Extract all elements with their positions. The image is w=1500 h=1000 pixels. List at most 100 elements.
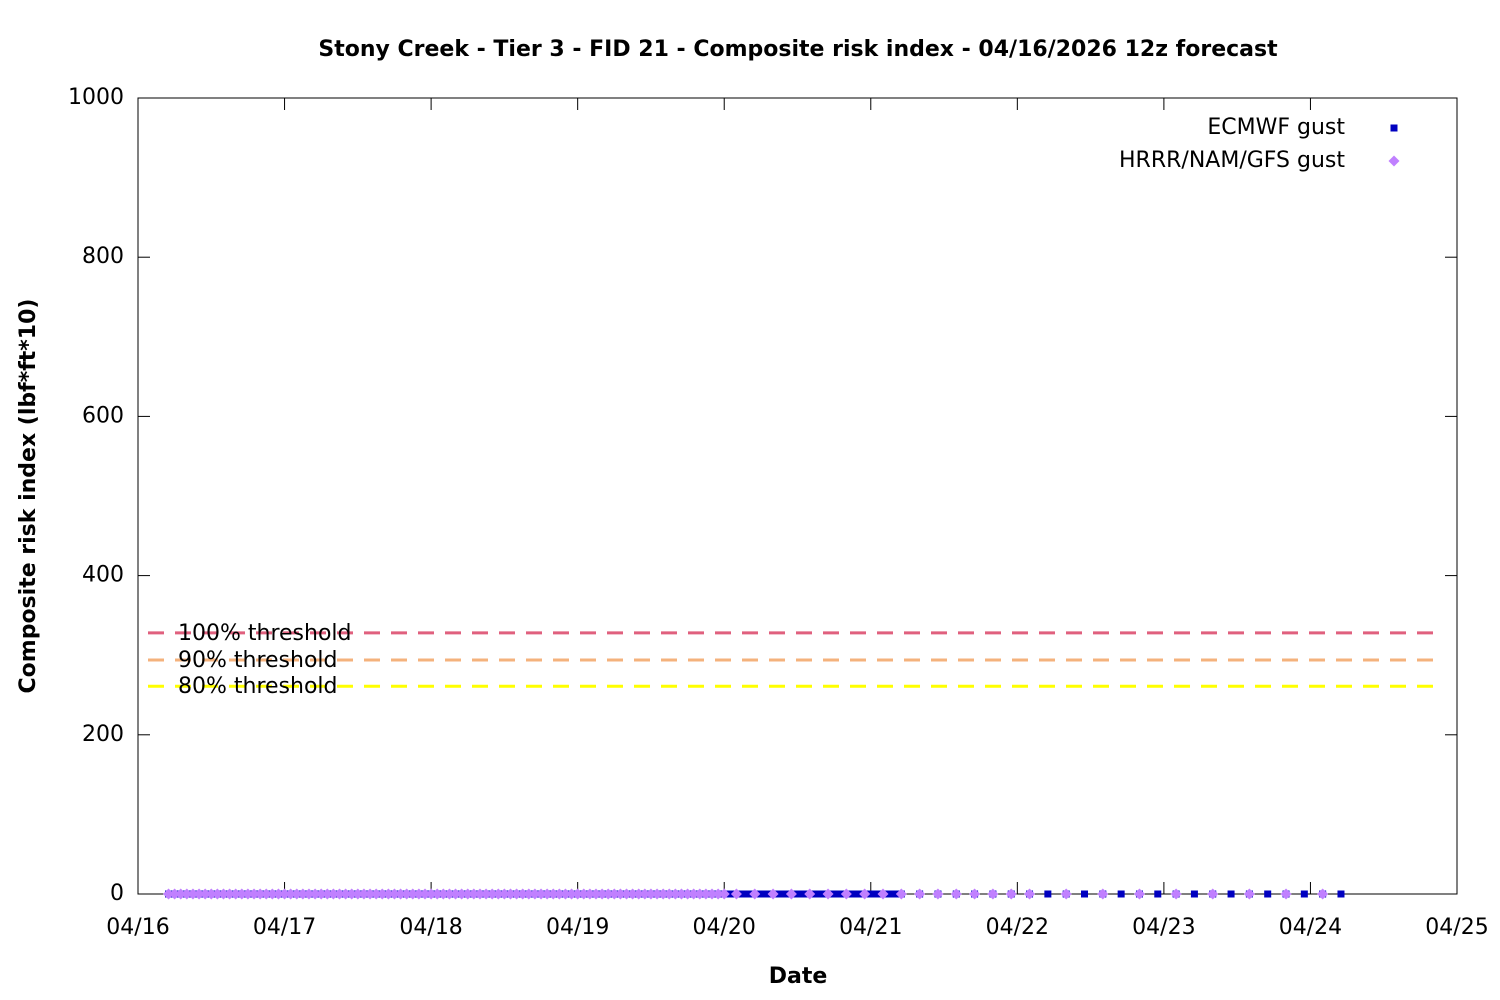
- data-point: [315, 888, 327, 900]
- legend-label: ECMWF gust: [1207, 115, 1345, 140]
- data-point: [529, 888, 541, 900]
- threshold-label: 80% threshold: [178, 674, 338, 699]
- data-point: [437, 888, 449, 900]
- data-point: [401, 888, 413, 900]
- data-point: [511, 888, 523, 900]
- data-point: [230, 888, 242, 900]
- data-point: [578, 888, 590, 900]
- data-point: [352, 888, 364, 900]
- y-tick-label: 0: [110, 881, 124, 906]
- x-tick-label: 04/22: [986, 915, 1049, 940]
- data-point: [431, 888, 443, 900]
- x-tick-label: 04/17: [253, 915, 316, 940]
- data-point: [800, 890, 808, 898]
- data-point: [187, 888, 199, 900]
- legend-marker: [1390, 124, 1398, 132]
- data-point: [969, 888, 981, 900]
- data-point: [767, 888, 779, 900]
- data-point: [462, 888, 474, 900]
- data-point: [413, 888, 425, 900]
- data-point: [873, 890, 881, 898]
- data-point: [885, 890, 893, 898]
- data-point: [877, 888, 889, 900]
- data-point: [745, 890, 753, 898]
- data-point: [193, 888, 205, 900]
- data-point: [1170, 888, 1182, 900]
- data-point: [895, 888, 907, 900]
- data-point: [596, 888, 608, 900]
- data-point: [584, 888, 596, 900]
- data-point: [260, 888, 272, 900]
- data-point: [1044, 890, 1052, 898]
- data-point: [1117, 890, 1125, 898]
- data-point: [657, 888, 669, 900]
- data-point: [914, 888, 926, 900]
- data-point: [818, 890, 826, 898]
- data-point: [1081, 890, 1089, 898]
- data-point: [217, 888, 229, 900]
- data-point: [327, 888, 339, 900]
- data-point: [602, 888, 614, 900]
- data-point: [248, 888, 260, 900]
- data-point: [987, 888, 999, 900]
- data-point: [572, 888, 584, 900]
- data-point: [370, 888, 382, 900]
- data-point: [486, 888, 498, 900]
- legend-marker: [1388, 155, 1400, 167]
- data-point: [517, 888, 529, 900]
- data-point: [830, 890, 838, 898]
- data-point: [492, 888, 504, 900]
- data-point: [254, 888, 266, 900]
- data-point: [804, 888, 816, 900]
- data-point: [382, 888, 394, 900]
- data-point: [1133, 888, 1145, 900]
- data-point: [279, 888, 291, 900]
- data-point: [285, 888, 297, 900]
- data-point: [739, 890, 747, 898]
- data-point: [1280, 888, 1292, 900]
- data-point: [559, 888, 571, 900]
- data-point: [794, 890, 801, 898]
- data-point: [1154, 890, 1162, 898]
- data-point: [303, 888, 315, 900]
- data-point: [775, 890, 783, 898]
- y-tick-label: 600: [82, 403, 124, 428]
- data-point: [291, 888, 303, 900]
- y-tick-label: 400: [82, 563, 124, 588]
- data-point: [614, 888, 626, 900]
- data-point: [504, 888, 516, 900]
- data-point: [712, 888, 724, 900]
- data-point: [1097, 888, 1109, 900]
- data-point: [645, 888, 657, 900]
- data-point: [340, 888, 352, 900]
- data-point: [669, 888, 681, 900]
- data-point: [859, 888, 871, 900]
- data-point: [364, 888, 376, 900]
- data-point: [1227, 890, 1235, 898]
- data-point: [236, 888, 248, 900]
- data-point: [812, 890, 820, 898]
- data-point: [566, 888, 578, 900]
- data-point: [474, 888, 486, 900]
- data-point: [297, 888, 309, 900]
- chart-title: Stony Creek - Tier 3 - FID 21 - Composit…: [318, 37, 1278, 62]
- data-point: [781, 890, 789, 898]
- data-point: [334, 888, 346, 900]
- data-point: [443, 888, 455, 900]
- data-point: [757, 890, 765, 898]
- data-point: [749, 888, 761, 900]
- data-point: [358, 888, 370, 900]
- data-point: [639, 888, 651, 900]
- data-point: [621, 888, 633, 900]
- data-point: [855, 890, 863, 898]
- data-point: [266, 888, 278, 900]
- data-point: [181, 888, 193, 900]
- data-point: [456, 888, 468, 900]
- data-point: [840, 888, 852, 900]
- data-point: [1264, 890, 1272, 898]
- data-point: [932, 888, 944, 900]
- data-point: [523, 888, 535, 900]
- x-tick-label: 04/23: [1132, 915, 1195, 940]
